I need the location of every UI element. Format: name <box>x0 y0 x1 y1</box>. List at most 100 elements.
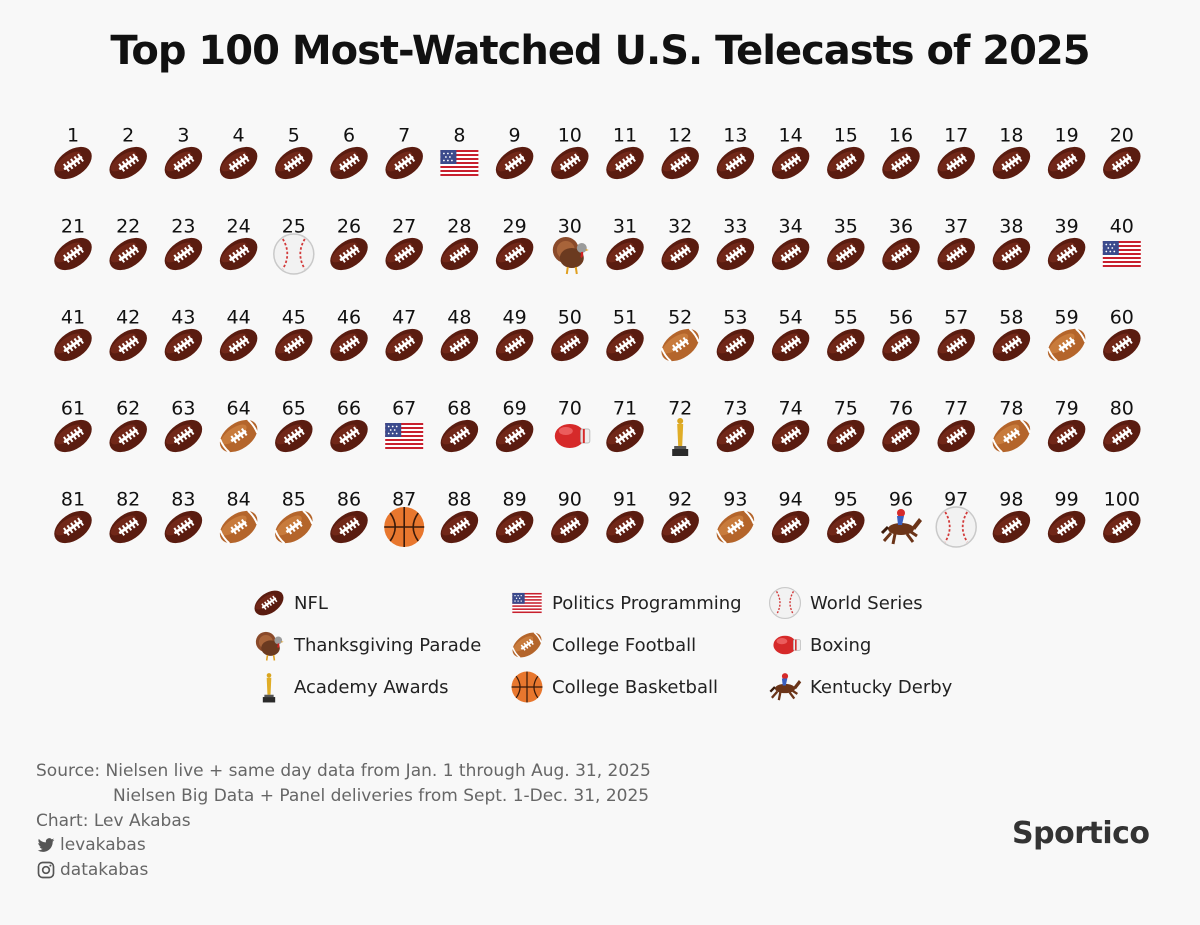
rank-label: 45 <box>282 307 306 329</box>
rank-label: 4 <box>233 125 245 147</box>
telecast-icon-nfl <box>765 504 816 550</box>
telecast-icon-nfl <box>600 231 650 277</box>
telecast-icon-nfl <box>269 413 319 459</box>
rank-label: 60 <box>1110 307 1134 329</box>
legend-label: Politics Programming <box>552 592 742 614</box>
telecast-icon-politics <box>1102 241 1141 267</box>
twitter-icon <box>37 838 55 852</box>
legend-label: NFL <box>294 592 328 614</box>
legend-label: Thanksgiving Parade <box>294 634 482 656</box>
telecast-icon-college-football <box>654 321 706 369</box>
telecast-icon-nfl <box>489 504 540 550</box>
telecast-icon-nfl <box>324 504 374 550</box>
telecast-icon-nfl <box>379 140 429 186</box>
telecast-icon-nfl <box>876 140 926 186</box>
telecast-icon-nfl <box>434 504 485 550</box>
legend-item-academy-awards: Academy Awards <box>252 669 449 705</box>
telecast-icon-nfl <box>545 322 595 368</box>
telecast-icon-nfl <box>48 413 98 459</box>
telecast-icon-nfl <box>931 231 981 277</box>
legend-item-kentucky-derby: Kentucky Derby <box>768 669 952 705</box>
rank-label: 71 <box>613 398 637 420</box>
us-flag-icon <box>512 592 542 614</box>
telecast-icon-nfl <box>489 413 540 459</box>
telecast-icon-nfl <box>600 140 650 186</box>
rank-label: 12 <box>668 125 692 147</box>
rank-label: 72 <box>668 398 692 420</box>
telecast-icon-world-series <box>935 506 978 548</box>
telecast-icon-nfl <box>1097 504 1147 550</box>
rank-label: 69 <box>503 398 527 420</box>
telecast-icon-thanksgiving <box>551 235 590 276</box>
telecast-icon-nfl <box>765 140 816 186</box>
rank-label: 96 <box>889 489 913 511</box>
telecast-icon-nfl <box>489 140 540 186</box>
telecast-icon-nfl <box>876 231 926 277</box>
rank-label: 93 <box>723 489 747 511</box>
rank-label: 66 <box>337 398 361 420</box>
telecast-icon-nfl <box>48 231 98 277</box>
telecast-icon-nfl <box>655 231 705 277</box>
legend-label: College Football <box>552 634 697 656</box>
rank-label: 5 <box>288 125 300 147</box>
telecast-icon-nfl <box>158 140 209 186</box>
rank-label: 86 <box>337 489 361 511</box>
legend-label: College Basketball <box>552 676 719 698</box>
rank-label: 100 <box>1104 489 1140 511</box>
rank-label: 92 <box>668 489 692 511</box>
rank-label: 35 <box>834 216 858 238</box>
telecast-icon-nfl <box>931 322 981 368</box>
telecast-icon-nfl <box>821 413 871 459</box>
telecast-icon-nfl <box>600 322 650 368</box>
rank-label: 8 <box>453 125 465 147</box>
rank-label: 65 <box>282 398 306 420</box>
rank-label: 78 <box>999 398 1023 420</box>
rank-label: 48 <box>447 307 471 329</box>
telecast-icon-college-football <box>985 412 1038 460</box>
rank-label: 64 <box>227 398 251 420</box>
chart-credit: Chart: Lev Akabas <box>36 811 191 831</box>
rank-label: 18 <box>999 125 1023 147</box>
rank-label: 40 <box>1110 216 1134 238</box>
rank-label: 67 <box>392 398 416 420</box>
legend-label: Academy Awards <box>294 676 449 698</box>
boxing-glove-icon <box>773 635 801 655</box>
rank-label: 89 <box>503 489 527 511</box>
telecast-icon-nfl <box>821 140 871 186</box>
telecast-icon-nfl <box>103 140 153 186</box>
instagram-icon <box>37 861 55 879</box>
chart-title: Top 100 Most-Watched U.S. Telecasts of 2… <box>110 28 1090 74</box>
rank-label: 43 <box>171 307 195 329</box>
rank-label: 24 <box>227 216 251 238</box>
instagram-handle[interactable]: datakabas <box>36 860 148 880</box>
rank-label: 99 <box>1055 489 1079 511</box>
rank-label: 9 <box>509 125 521 147</box>
telecast-icon-nfl <box>600 413 650 459</box>
sportico-logo: Sportico <box>1012 816 1150 851</box>
telecast-icon-college-basketball <box>383 506 426 548</box>
telecast-icon-nfl <box>48 140 98 186</box>
rank-label: 80 <box>1110 398 1134 420</box>
telecast-icon-college-football <box>212 503 265 551</box>
twitter-handle[interactable]: levakabas <box>36 835 146 855</box>
telecast-icon-nfl <box>765 322 816 368</box>
rank-label: 62 <box>116 398 140 420</box>
telecast-icon-nfl <box>324 231 374 277</box>
rank-label: 70 <box>558 398 582 420</box>
rank-label: 53 <box>723 307 747 329</box>
college-football-icon <box>510 628 544 662</box>
telecast-icon-nfl <box>213 140 264 186</box>
telecast-icon-nfl <box>986 231 1037 277</box>
telecast-icon-nfl <box>489 322 540 368</box>
telecast-icon-nfl <box>710 322 761 368</box>
rank-label: 73 <box>723 398 747 420</box>
legend-label: Kentucky Derby <box>810 676 953 698</box>
source-line-2: Nielsen Big Data + Panel deliveries from… <box>113 786 650 806</box>
telecast-icon-nfl <box>434 413 485 459</box>
legend-item-world-series: World Series <box>768 585 923 621</box>
rank-label: 20 <box>1110 125 1134 147</box>
telecast-icon-nfl <box>324 322 374 368</box>
rank-label: 22 <box>116 216 140 238</box>
rank-label: 10 <box>558 125 582 147</box>
telecast-icon-world-series <box>272 233 315 275</box>
